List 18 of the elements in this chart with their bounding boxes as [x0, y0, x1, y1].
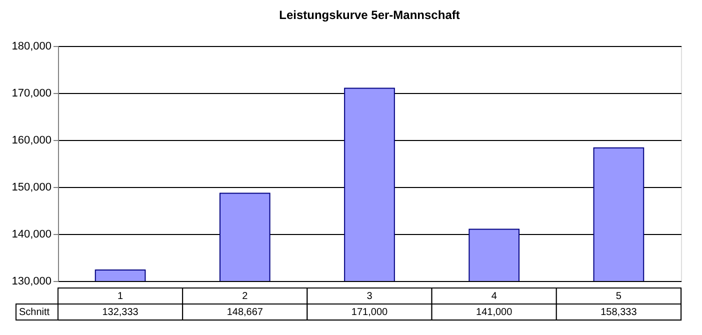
- x-tick-label: 1: [118, 291, 124, 302]
- chart-title: Leistungskurve 5er-Mannschaft: [279, 8, 460, 22]
- y-tick-label: 180,000: [12, 40, 52, 52]
- x-tick-label: 3: [366, 291, 373, 302]
- data-label: 141,000: [476, 307, 513, 318]
- text: Schnitt: [19, 307, 50, 318]
- data-label: 148,667: [226, 307, 264, 318]
- y-tick-label: 140,000: [12, 228, 52, 240]
- x-tick-label: 2: [242, 291, 248, 302]
- data-label: 158,333: [600, 307, 638, 318]
- data-label: 132,333: [102, 307, 139, 318]
- x-tick-label: 5: [616, 291, 622, 302]
- y-tick-label: 160,000: [12, 134, 52, 146]
- y-tick-label: 170,000: [12, 88, 52, 100]
- y-tick-label: 150,000: [12, 182, 52, 194]
- data-label: 171,000: [351, 307, 388, 318]
- y-tick-label: 130,000: [12, 276, 52, 288]
- x-tick-label: 4: [491, 291, 498, 302]
